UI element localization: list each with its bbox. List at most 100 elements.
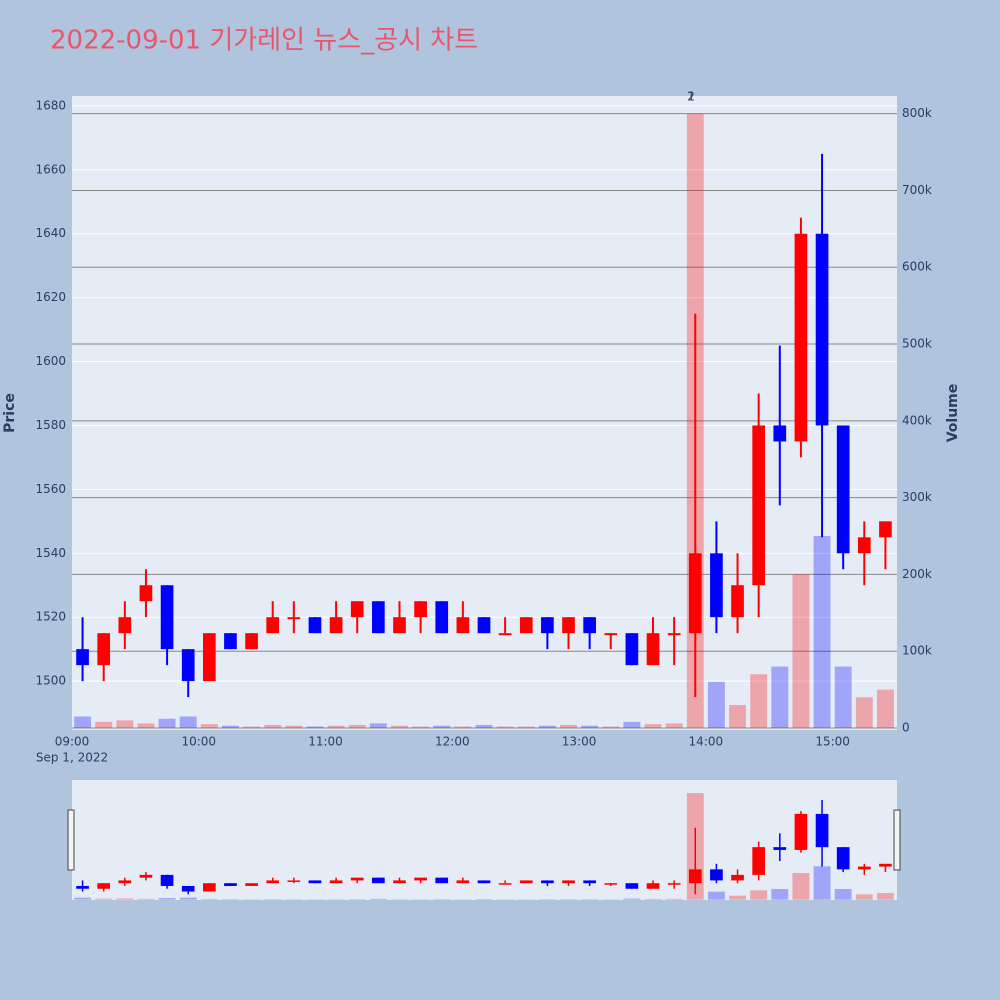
candle-body [879, 521, 892, 538]
slider-volume [623, 898, 641, 900]
slider-body [541, 880, 554, 884]
volume-bar [792, 574, 810, 729]
candle-body [604, 633, 618, 636]
slider-body [435, 877, 449, 884]
slider-volume [95, 898, 113, 900]
slider-body [372, 877, 385, 884]
range-slider[interactable] [72, 780, 897, 900]
volume-bar [855, 697, 873, 729]
candle-body [308, 617, 322, 634]
volume-bar [729, 704, 746, 729]
slider-body [181, 885, 195, 892]
candle-body [583, 617, 596, 634]
volume-bar [834, 666, 852, 729]
annotation: 1 [687, 90, 695, 104]
volume-bar [327, 725, 345, 729]
slider-body [625, 883, 639, 889]
candle-body [224, 633, 237, 650]
slider-body [604, 883, 618, 885]
slider-body [667, 883, 681, 885]
candle-body [76, 649, 89, 666]
candle-body [752, 425, 766, 586]
volume-bar [243, 726, 261, 729]
candle-body [562, 617, 575, 634]
volume-bar [623, 721, 641, 729]
candle-body [350, 601, 364, 618]
y-tick-label: 1560 [35, 482, 66, 496]
y2-tick-label: 700k [902, 183, 932, 197]
candle-body [519, 617, 533, 634]
candle-body [477, 617, 491, 634]
slider-volume [74, 897, 92, 900]
volume-bar [179, 716, 197, 729]
volume-bar [644, 724, 662, 729]
volume-bar [665, 723, 683, 729]
slider-volume [137, 898, 155, 900]
slider-body [562, 880, 575, 884]
volume-bar [369, 723, 387, 729]
candle-body [435, 601, 449, 634]
candle-body [160, 585, 174, 650]
slider-volume [834, 888, 852, 900]
slider-volume [200, 898, 218, 900]
candle-body [646, 633, 660, 666]
y2-tick-label: 400k [902, 413, 932, 427]
slider-body [836, 847, 850, 870]
volume-bar [581, 725, 599, 729]
slider-body [498, 883, 512, 885]
slider-handle[interactable] [893, 809, 901, 871]
slider-handle[interactable] [67, 809, 75, 871]
slider-volume [771, 888, 789, 900]
slider-volume [813, 866, 831, 900]
slider-body [752, 847, 766, 875]
x-tick-label: 11:00 [308, 735, 343, 749]
y2-axis-title: Volume [945, 384, 961, 443]
volume-bar [264, 724, 282, 729]
volume-bar [475, 724, 493, 729]
slider-body [477, 880, 491, 884]
y-tick-label: 1660 [35, 162, 66, 176]
y2-tick-label: 0 [902, 721, 910, 735]
slider-volume [116, 898, 134, 900]
slider-body [815, 813, 829, 848]
y2-tick-label: 800k [902, 106, 932, 120]
slider-body [329, 880, 343, 884]
candle-body [202, 633, 216, 682]
x-tick-label: 13:00 [562, 735, 597, 749]
slider-volume [644, 898, 662, 900]
slider-body [879, 863, 892, 867]
slider-volume [707, 891, 725, 900]
candle-body [815, 233, 829, 426]
volume-bar [200, 724, 218, 729]
slider-body [287, 880, 301, 882]
slider-volume [792, 873, 810, 900]
candle-body [97, 633, 111, 666]
chart-title: 2022-09-01 기가레인 뉴스_공시 차트 [50, 26, 478, 56]
volume-bar [95, 721, 113, 729]
candle-body [541, 617, 554, 634]
candle-body [139, 585, 153, 602]
y2-tick-label: 200k [902, 567, 932, 581]
slider-volume [475, 899, 493, 900]
slider-body [224, 883, 237, 886]
x-tick-label: 12:00 [435, 735, 470, 749]
slider-body [76, 885, 89, 889]
slider-volume [348, 899, 366, 900]
x-tick-label: 09:00 [55, 735, 90, 749]
candle-body [773, 425, 787, 442]
volume-bar [116, 720, 134, 729]
x-tick-label: 14:00 [689, 735, 724, 749]
slider-body [118, 880, 132, 884]
slider-volume [855, 894, 873, 900]
candle-body [667, 633, 681, 636]
slider-body [266, 880, 280, 884]
slider-volume [179, 897, 197, 900]
candle-body [181, 649, 195, 682]
slider-volume [264, 899, 282, 900]
slider-volume [665, 898, 683, 900]
candle-body [118, 617, 132, 634]
y-tick-label: 1520 [35, 610, 66, 624]
candle-body [794, 233, 808, 442]
volume-bar [602, 726, 620, 729]
y-tick-label: 1640 [35, 226, 66, 240]
